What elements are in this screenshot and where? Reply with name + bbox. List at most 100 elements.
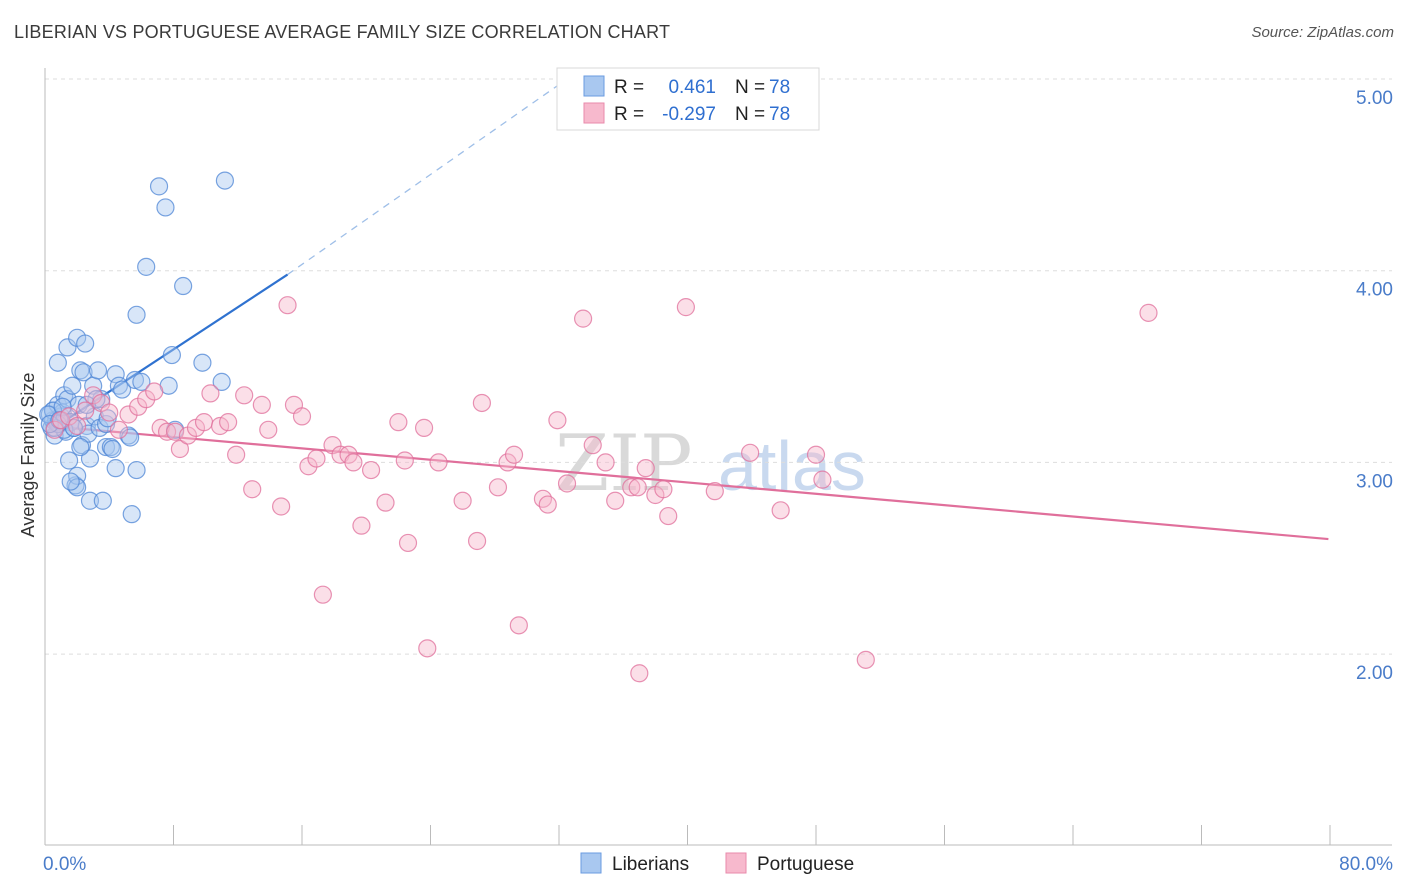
point-portuguese-0 — [45, 420, 64, 439]
stats-r-label-2: R = — [614, 104, 644, 125]
point-portuguese-47 — [429, 453, 448, 472]
point-portuguese-12 — [145, 382, 164, 401]
point-portuguese-50 — [472, 393, 491, 413]
point-portuguese-20 — [201, 384, 220, 403]
point-portuguese-16 — [170, 439, 190, 459]
point-portuguese-57 — [548, 411, 567, 430]
point-portuguese-19 — [194, 413, 214, 432]
point-portuguese-31 — [292, 407, 312, 426]
point-liberians-15 — [59, 451, 79, 470]
point-portuguese-41 — [376, 493, 395, 512]
stats-r-value-2: -0.297 — [662, 104, 716, 125]
point-portuguese-3 — [68, 416, 87, 436]
point-liberians-42 — [106, 365, 125, 384]
point-liberians-25 — [74, 363, 93, 382]
point-liberians-38 — [96, 437, 116, 457]
point-liberians-57 — [193, 353, 212, 372]
stats-r-value-1: 0.461 — [668, 77, 716, 98]
point-portuguese-46 — [418, 639, 437, 658]
data-points — [39, 171, 1158, 683]
stats-n-value-2: 78 — [769, 104, 790, 125]
point-liberians-54 — [162, 345, 181, 365]
stats-n-label-2: N = — [735, 104, 765, 125]
point-portuguese-72 — [771, 501, 790, 520]
point-liberians-52 — [156, 198, 175, 217]
point-portuguese-33 — [307, 449, 326, 468]
point-portuguese-58 — [557, 474, 577, 493]
trend-liberians-dashed — [287, 78, 568, 276]
point-liberians-41 — [106, 459, 125, 478]
watermark-zip: ZIP — [555, 419, 693, 509]
point-liberians-30 — [80, 491, 100, 510]
point-liberians-47 — [125, 370, 145, 390]
y-tick-label-0: 2.00 — [1356, 663, 1393, 684]
point-liberians-69 — [40, 414, 59, 434]
point-liberians-7 — [48, 353, 67, 372]
point-portuguese-53 — [504, 445, 524, 464]
stats-n-label-1: N = — [735, 77, 765, 98]
point-liberians-59 — [215, 171, 234, 190]
trend-liberians — [47, 273, 289, 433]
point-liberians-73 — [103, 439, 122, 459]
point-portuguese-7 — [100, 403, 119, 422]
point-liberians-26 — [76, 334, 95, 353]
point-portuguese-63 — [622, 478, 641, 497]
point-liberians-44 — [112, 380, 132, 399]
point-liberians-58 — [212, 372, 231, 391]
y-tick-labels: 2.00 3.00 4.00 5.00 — [1356, 88, 1393, 684]
point-portuguese-23 — [227, 445, 246, 464]
y-tick-label-3: 5.00 — [1356, 88, 1393, 109]
point-liberians-48 — [127, 305, 146, 324]
point-portuguese-67 — [654, 480, 673, 499]
y-axis-label: Average Family Size — [18, 373, 38, 538]
point-liberians-66 — [61, 472, 80, 491]
x-tick-label-1: 80.0% — [1339, 854, 1393, 875]
point-liberians-74 — [132, 372, 151, 391]
stats-r-label-1: R = — [614, 77, 644, 98]
point-portuguese-59 — [573, 309, 593, 328]
point-portuguese-43 — [395, 451, 414, 470]
point-portuguese-48 — [453, 491, 472, 510]
point-portuguese-73 — [806, 445, 826, 464]
point-liberians-56 — [174, 276, 193, 296]
point-liberians-36 — [93, 491, 112, 510]
point-portuguese-62 — [606, 491, 625, 510]
point-portuguese-39 — [352, 516, 371, 535]
point-portuguese-28 — [272, 497, 291, 516]
point-portuguese-45 — [414, 418, 434, 437]
trend-portuguese — [48, 424, 1329, 541]
point-portuguese-61 — [596, 453, 615, 472]
point-portuguese-70 — [705, 482, 724, 501]
chart-title: LIBERIAN VS PORTUGUESE AVERAGE FAMILY SI… — [14, 22, 671, 42]
stats-box: R = 0.461 N = 78 R = -0.297 N = 78 — [556, 67, 820, 131]
source-credit: Source: ZipAtlas.com — [1251, 24, 1394, 41]
legend-label-liberians: Liberians — [612, 854, 689, 875]
point-portuguese-60 — [583, 436, 602, 455]
stats-swatch-liberians — [583, 75, 605, 97]
stats-swatch-portuguese — [583, 102, 605, 124]
legend-label-portuguese: Portuguese — [757, 854, 854, 875]
point-portuguese-75 — [856, 650, 875, 669]
legend-swatch-liberians — [580, 852, 602, 874]
point-portuguese-55 — [533, 489, 553, 508]
point-portuguese-38 — [344, 453, 363, 472]
point-portuguese-25 — [243, 480, 262, 499]
point-liberians-70 — [71, 437, 90, 457]
point-liberians-51 — [149, 177, 169, 196]
point-portuguese-56 — [538, 495, 557, 514]
point-portuguese-40 — [361, 460, 381, 480]
point-portuguese-27 — [259, 420, 278, 439]
point-portuguese-69 — [676, 298, 695, 317]
watermark-atlas: atlas — [718, 427, 866, 505]
point-portuguese-64 — [630, 664, 649, 683]
point-portuguese-74 — [813, 470, 832, 489]
trend-lines — [47, 78, 1329, 541]
point-portuguese-8 — [109, 420, 128, 439]
point-liberians-33 — [88, 361, 108, 380]
point-portuguese-9 — [119, 405, 138, 424]
y-tick-label-2: 4.00 — [1356, 280, 1393, 301]
point-portuguese-24 — [235, 386, 254, 405]
axes — [44, 68, 1392, 846]
point-portuguese-51 — [488, 478, 508, 497]
